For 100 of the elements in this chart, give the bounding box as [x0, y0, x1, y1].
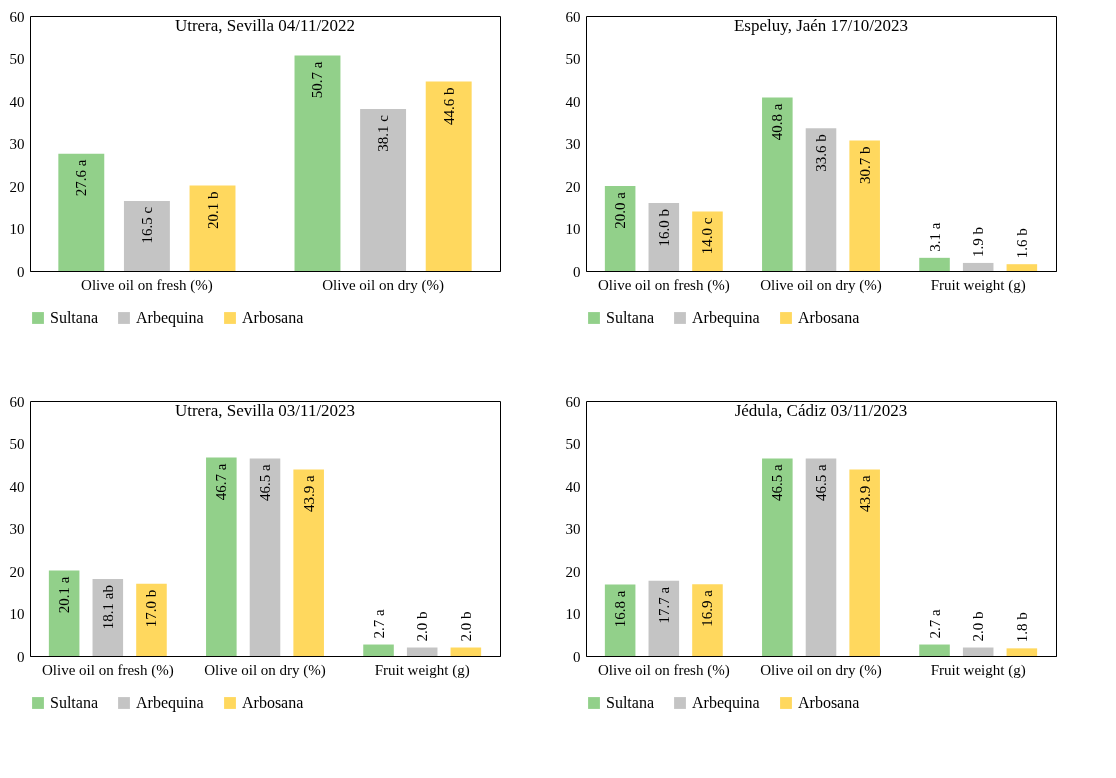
bar [136, 583, 167, 656]
y-tick-label: 60 [565, 393, 581, 410]
legend-label: Arbequina [136, 694, 204, 712]
y-tick-label: 30 [9, 136, 25, 152]
legend-label: Arbequina [136, 309, 204, 327]
x-tick-label: Olive oil on dry (%) [322, 276, 444, 294]
y-tick-label: 60 [565, 8, 581, 25]
chart-title: Utrera, Sevilla 03/11/2023 [174, 401, 356, 420]
bar [919, 644, 950, 656]
chart-title: Espeluy, Jaén 17/10/2023 [733, 16, 909, 35]
y-tick-label: 0 [573, 263, 581, 280]
y-tick-label: 10 [9, 221, 25, 237]
legend-label: Arbequina [692, 309, 760, 327]
bar [294, 55, 341, 271]
x-tick-label: Olive oil on dry (%) [760, 661, 882, 679]
data-label: 18.1 ab [99, 585, 116, 630]
y-tick-label: 0 [17, 263, 25, 280]
x-tick-label: Fruit weight (g) [374, 661, 470, 679]
x-tick-label: Olive oil on fresh (%) [81, 276, 213, 294]
y-tick-label: 20 [9, 563, 25, 580]
bar [293, 469, 324, 656]
bar [249, 458, 281, 656]
bar [962, 647, 994, 656]
bar [123, 200, 170, 271]
bar [450, 647, 482, 656]
bar [1006, 648, 1038, 656]
y-tick-label: 10 [565, 606, 581, 622]
legend-label: Arbosana [798, 309, 860, 326]
x-tick-label: Fruit weight (g) [930, 661, 1026, 679]
data-label: 46.5 a [813, 464, 829, 502]
bar [604, 584, 636, 656]
bar [692, 584, 723, 656]
bar [360, 109, 407, 271]
legend-label: Arbosana [242, 694, 304, 711]
bar [58, 153, 105, 271]
bar [604, 186, 636, 271]
y-tick-label: 10 [9, 606, 25, 622]
legend-label: Arbosana [798, 694, 860, 711]
y-tick-label: 30 [565, 136, 581, 152]
data-label: 46.5 a [769, 464, 786, 502]
data-label: 50.7 a [309, 61, 326, 99]
x-tick-label: Olive oil on fresh (%) [597, 661, 730, 679]
bar [919, 257, 950, 271]
data-label: 30.7 b [856, 146, 873, 185]
data-label: 20.1 a [56, 576, 73, 614]
data-label: 2.7 a [926, 609, 943, 639]
data-label: 46.7 a [213, 463, 230, 501]
bar [1006, 264, 1038, 271]
y-tick-label: 10 [565, 221, 581, 237]
data-label: 2.0 b [457, 611, 474, 642]
legend-label: Arbequina [692, 694, 760, 712]
data-label: 46.5 a [257, 464, 273, 502]
y-tick-label: 20 [565, 563, 581, 580]
y-tick-label: 0 [573, 648, 581, 665]
bar [406, 647, 438, 656]
legend-label: Sultana [50, 694, 98, 711]
y-tick-label: 50 [9, 436, 25, 452]
y-tick-label: 20 [9, 178, 25, 195]
data-label: 20.0 a [612, 191, 629, 229]
legend-label: Sultana [606, 309, 654, 326]
x-tick-label: Olive oil on dry (%) [204, 661, 326, 679]
data-label: 2.0 b [414, 611, 431, 642]
data-label: 2.7 a [370, 609, 387, 639]
y-tick-label: 50 [565, 51, 581, 67]
y-tick-label: 30 [565, 521, 581, 537]
data-label: 16.5 c [138, 206, 155, 244]
data-label: 43.9 a [856, 475, 873, 513]
y-tick-label: 30 [9, 521, 25, 537]
y-tick-label: 50 [565, 436, 581, 452]
x-tick-label: Olive oil on fresh (%) [597, 276, 730, 294]
bar [189, 185, 236, 271]
bar [425, 81, 472, 271]
data-label: 16.9 a [699, 589, 716, 627]
x-tick-label: Olive oil on fresh (%) [41, 661, 174, 679]
bar [849, 469, 880, 656]
data-label: 38.1 c [375, 114, 392, 152]
y-tick-label: 60 [9, 393, 25, 410]
y-tick-label: 40 [9, 93, 25, 110]
data-label: 43.9 a [300, 475, 317, 513]
data-label: 20.1 b [204, 191, 221, 230]
y-tick-label: 40 [565, 93, 581, 110]
bar [762, 458, 793, 656]
data-label: 16.8 a [612, 590, 629, 628]
data-label: 17.0 b [143, 589, 160, 628]
data-label: 44.6 b [440, 87, 457, 125]
data-label: 40.8 a [769, 103, 786, 141]
data-label: 1.6 b [1013, 228, 1030, 259]
bar [805, 458, 837, 656]
legend-label: Sultana [50, 309, 98, 326]
y-tick-label: 20 [565, 178, 581, 195]
data-label: 33.6 b [813, 134, 829, 172]
legend-label: Arbosana [242, 309, 304, 326]
chart-title: Utrera, Sevilla 04/11/2022 [174, 16, 356, 35]
bar [48, 570, 80, 656]
chart-title: Jédula, Cádiz 03/11/2023 [734, 401, 908, 420]
bar [805, 128, 837, 271]
data-label: 1.9 b [970, 226, 987, 257]
data-label: 3.1 a [926, 222, 943, 252]
bar [648, 203, 680, 271]
bar [648, 580, 680, 656]
